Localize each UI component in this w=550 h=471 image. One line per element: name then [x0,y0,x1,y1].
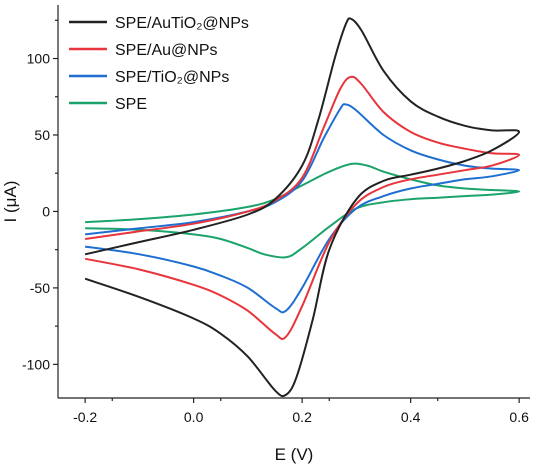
axes [57,5,530,399]
legend-label: SPE [115,96,147,113]
y-tick-label: -50 [30,280,50,296]
legend-label: SPE/TiO₂@NPs [115,69,229,86]
legend-label: SPE/AuTiO₂@NPs [115,15,249,32]
curves [84,17,521,398]
x-tick-label: 0.4 [401,409,421,425]
y-ticks: -100 -50 0 50 100 [22,19,58,372]
y-tick-label: 0 [42,203,50,219]
series-line [85,162,521,259]
x-tick-label: -0.2 [73,409,97,425]
y-tick-label: 50 [34,127,50,143]
legend: SPE/AuTiO₂@NPs SPE/Au@NPs SPE/TiO₂@NPs SPE [69,15,249,113]
x-tick-label: 0.2 [292,409,312,425]
x-tick-label: 0.6 [509,409,529,425]
series-line [84,103,521,314]
series-line [84,17,521,398]
x-tick-label: 0.0 [184,409,204,425]
y-axis-title: I (μA) [1,181,20,223]
x-ticks: -0.2 0.0 0.2 0.4 0.6 [73,398,529,425]
y-tick-label: 100 [27,51,51,67]
y-tick-label: -100 [22,356,50,372]
x-axis-title: E (V) [275,445,314,464]
series-line [84,75,521,340]
legend-label: SPE/Au@NPs [115,42,218,59]
